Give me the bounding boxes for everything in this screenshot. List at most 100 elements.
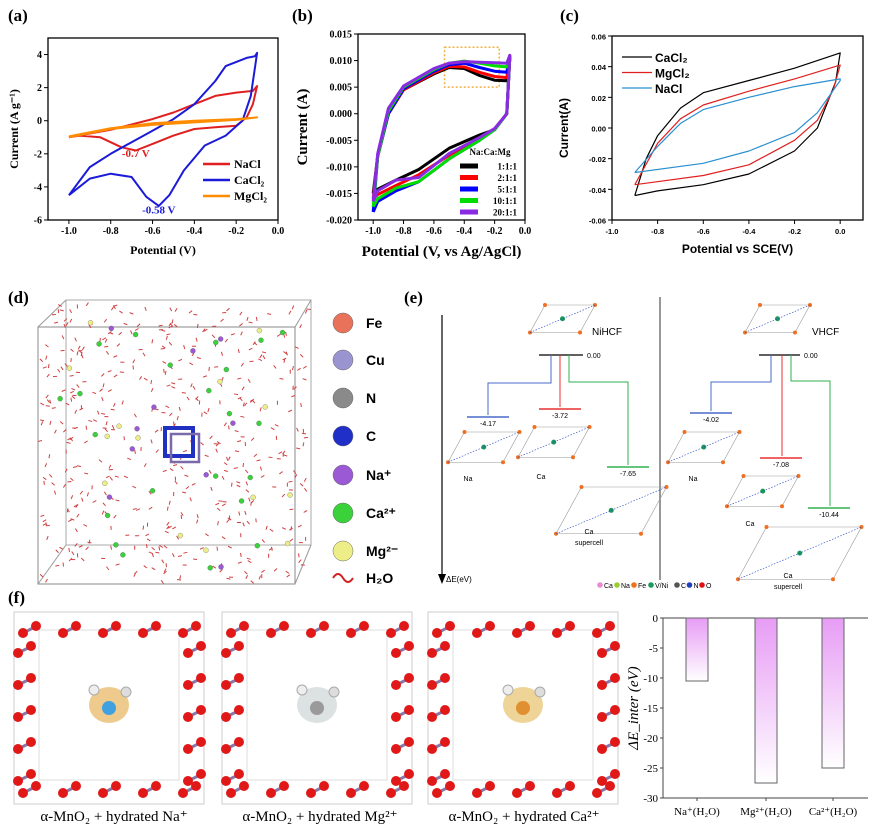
- oxygen-atom: [151, 781, 161, 791]
- water-molecule: [183, 551, 188, 554]
- water-molecule: [195, 337, 198, 342]
- oxygen-atom: [31, 621, 41, 631]
- water-molecule: [63, 318, 68, 322]
- water-molecule: [304, 487, 308, 492]
- bond: [517, 426, 590, 458]
- legend-label: C: [366, 428, 376, 444]
- legend-label: 1:1:1: [498, 162, 518, 172]
- water-molecule: [182, 491, 187, 494]
- water-molecule: [54, 321, 59, 324]
- x-tick-label: -0.6: [145, 226, 161, 237]
- oxygen-atom: [391, 648, 401, 658]
- hydrogen-atom: [328, 686, 340, 698]
- water-molecule: [98, 459, 103, 463]
- oxygen-atom: [565, 781, 575, 791]
- water-molecule: [148, 490, 152, 495]
- legend-label: 2:1:1: [498, 173, 518, 183]
- water-molecule: [240, 552, 242, 558]
- oxygen-atom: [71, 621, 81, 631]
- water-molecule: [93, 419, 98, 422]
- x-tick-label: -0.4: [456, 226, 472, 237]
- oxygen-atom: [605, 781, 615, 791]
- water-molecule: [246, 557, 251, 560]
- water-molecule: [66, 442, 71, 444]
- water-molecule: [281, 493, 286, 498]
- water-molecule: [42, 519, 47, 523]
- legend-label: N: [694, 583, 699, 590]
- legend-label: Na: [621, 583, 630, 590]
- water-molecule: [261, 351, 267, 354]
- water-molecule: [196, 323, 199, 328]
- water-molecule: [200, 442, 204, 446]
- water-molecule: [69, 374, 74, 377]
- water-molecule: [45, 578, 48, 583]
- legend-atom: [674, 582, 680, 588]
- water-molecule: [216, 507, 221, 512]
- water-molecule: [196, 514, 199, 519]
- y-tick-label: -0.04: [589, 186, 607, 195]
- water-molecule: [250, 580, 255, 584]
- y-tick-label: -15: [643, 703, 658, 715]
- legend-label: 5:1:1: [498, 185, 518, 195]
- water-molecule: [299, 354, 304, 358]
- oxygen-atom: [404, 737, 414, 747]
- water-molecule: [244, 402, 248, 407]
- oxygen-atom: [221, 680, 231, 690]
- water-molecule: [237, 377, 242, 380]
- water-molecule: [240, 331, 243, 336]
- oxygen-atom: [18, 628, 28, 638]
- water-molecule: [134, 570, 138, 575]
- water-molecule: [258, 358, 263, 362]
- x-tick-label: -1.0: [61, 226, 77, 237]
- water-molecule: [294, 346, 299, 349]
- water-molecule: [171, 386, 176, 389]
- water-molecule: [129, 312, 134, 315]
- water-molecule: [70, 495, 74, 500]
- md-simulation-box: Fe Cu N C Na⁺ Ca²⁺ Mg²⁻ H₂O: [37, 299, 398, 586]
- legend-label: Fe: [366, 315, 383, 331]
- series-line-CaCl₂: [634, 52, 841, 197]
- water-molecule: [252, 341, 256, 346]
- water-molecule: [274, 424, 279, 427]
- water-molecule: [245, 489, 250, 493]
- caption-mg: α-MnO₂ + hydrated Mg²⁺: [242, 809, 398, 825]
- chart-c: -1.0 -0.8 -0.6 -0.4 -0.2 0.0 -0.06 -0.04 -0.02 0.…: [557, 33, 864, 256]
- water-molecule: [48, 454, 51, 459]
- water-molecule: [113, 514, 117, 519]
- water-molecule: [193, 313, 198, 316]
- water-molecule: [65, 402, 70, 406]
- water-molecule: [259, 466, 262, 471]
- water-molecule: [178, 358, 183, 362]
- water-molecule: [80, 557, 85, 562]
- structure-label: Na: [689, 476, 698, 483]
- water-molecule: [304, 309, 308, 314]
- energy-diagram: ΔE(eV) NiHCF 0.00 -4.17 -3.72 -7.65 VHCF 0.00 -4…: [438, 297, 864, 591]
- water-molecule: [299, 483, 304, 487]
- water-molecule: [46, 535, 49, 540]
- water-molecule: [173, 464, 178, 467]
- water-molecule: [283, 454, 288, 457]
- oxygen-atom: [427, 648, 437, 658]
- oxygen-atom: [525, 781, 535, 791]
- cation: [102, 701, 116, 715]
- x-tick-label: -0.8: [103, 226, 119, 237]
- water-molecule: [181, 392, 186, 394]
- water-molecule: [168, 500, 171, 505]
- ion: [262, 404, 268, 410]
- y-tick-label: -25: [643, 763, 658, 775]
- water-molecule: [215, 502, 220, 506]
- water-molecule: [245, 481, 249, 486]
- water-molecule: [76, 351, 79, 356]
- water-molecule: [203, 375, 208, 378]
- water-molecule: [101, 373, 105, 377]
- water-molecule: [151, 553, 154, 558]
- ion: [104, 512, 111, 519]
- water-molecule: [151, 547, 156, 551]
- oxygen-atom: [427, 680, 437, 690]
- water-molecule: [62, 429, 67, 433]
- water-molecule: [245, 469, 249, 474]
- hydrogen-atom: [502, 684, 514, 696]
- water-molecule: [236, 481, 241, 484]
- water-molecule: [62, 483, 66, 488]
